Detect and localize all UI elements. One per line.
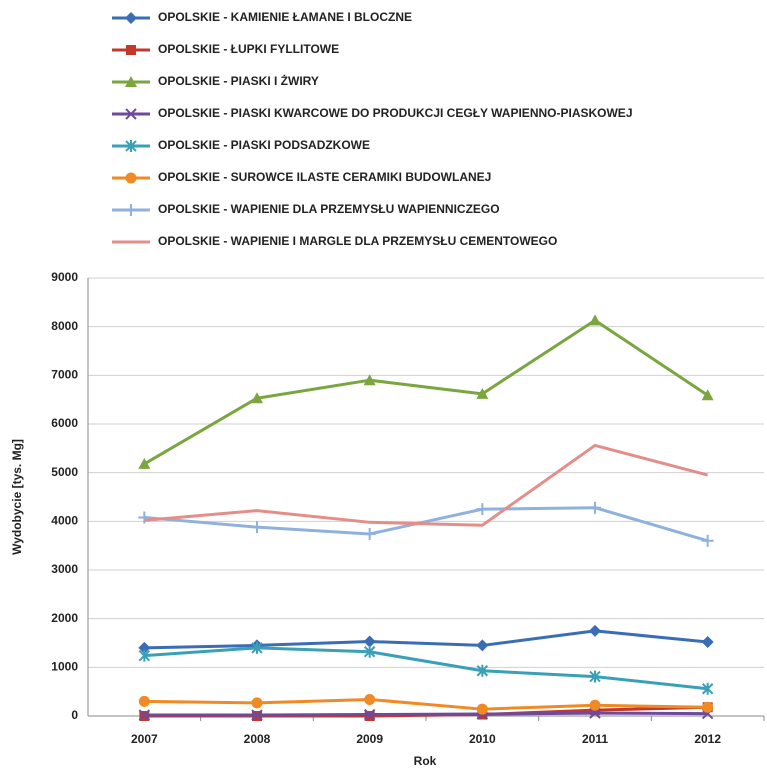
x-tick-label: 2010 [469, 732, 496, 746]
data-point [589, 670, 601, 683]
y-tick-label: 0 [71, 708, 78, 722]
data-point [589, 624, 601, 637]
series-line [144, 697, 708, 711]
data-point [476, 503, 489, 516]
data-point [701, 682, 714, 695]
data-point [701, 636, 714, 649]
data-point [701, 389, 714, 401]
data-point [589, 699, 601, 711]
data-point [476, 639, 489, 652]
legend-label: OPOLSKIE - KAMIENIE ŁAMANE I BLOCZNE [158, 10, 412, 24]
legend-marker [125, 172, 137, 184]
series-line [144, 629, 708, 650]
data-point [701, 534, 714, 547]
data-point [138, 649, 151, 662]
legend-marker [126, 45, 136, 55]
x-tick-label: 2008 [244, 732, 271, 746]
y-tick-label: 7000 [51, 368, 78, 382]
data-point [251, 392, 263, 404]
x-tick-label: 2012 [694, 732, 721, 746]
data-point [476, 703, 488, 715]
series-line [144, 646, 708, 691]
x-axis-label: Rok [414, 754, 437, 768]
data-point [476, 387, 489, 399]
data-point [363, 645, 376, 658]
y-tick-label: 3000 [51, 562, 78, 576]
x-tick-label: 2007 [131, 732, 158, 746]
legend-label: OPOLSKIE - PIASKI I ŻWIRY [158, 73, 319, 88]
data-point [251, 709, 263, 721]
series-line [143, 318, 709, 466]
data-point [589, 314, 601, 326]
y-tick-label: 9000 [51, 270, 78, 284]
data-point [363, 374, 376, 386]
data-point [138, 695, 150, 707]
data-point [251, 641, 263, 654]
data-point [702, 701, 714, 713]
y-tick-label: 5000 [51, 465, 78, 479]
legend-marker [125, 108, 137, 120]
data-point [363, 635, 376, 648]
legend-label: OPOLSKIE - PIASKI PODSADZKOWE [158, 138, 370, 152]
data-point [363, 708, 376, 721]
legend-label: OPOLSKIE - WAPIENIE DLA PRZEMYSŁU WAPIEN… [158, 202, 500, 216]
legend-label: OPOLSKIE - ŁUPKI FYLLITOWE [158, 42, 339, 56]
y-tick-label: 6000 [51, 416, 78, 430]
data-point [251, 521, 263, 534]
y-tick-label: 8000 [51, 319, 78, 333]
legend-marker [125, 204, 137, 216]
series-line [144, 711, 708, 717]
data-point [589, 707, 601, 719]
data-point [476, 664, 489, 677]
y-tick-label: 4000 [51, 514, 78, 528]
y-tick-label: 1000 [51, 660, 78, 674]
x-tick-label: 2011 [582, 732, 608, 746]
x-tick-label: 2009 [356, 732, 383, 746]
y-tick-label: 2000 [51, 611, 78, 625]
legend-label: OPOLSKIE - SUROWCE ILASTE CERAMIKI BUDOW… [158, 170, 491, 184]
legend-marker [125, 76, 137, 87]
legend-marker [125, 140, 137, 152]
legend-label: OPOLSKIE - WAPIENIE I MARGLE DLA PRZEMYS… [158, 234, 557, 248]
data-point [138, 511, 151, 524]
data-point [589, 501, 601, 514]
data-point [138, 641, 151, 654]
data-point [138, 709, 151, 721]
data-point [138, 457, 151, 469]
data-point [251, 697, 263, 709]
legend-label: OPOLSKIE - PIASKI KWARCOWE DO PRODUKCJI … [158, 106, 633, 120]
y-axis-label: Wydobycie [tys. Mg] [10, 439, 24, 555]
data-point [364, 693, 376, 705]
data-point [363, 527, 376, 540]
legend-marker [125, 12, 137, 24]
series-line [144, 443, 709, 527]
series-line [144, 506, 709, 543]
